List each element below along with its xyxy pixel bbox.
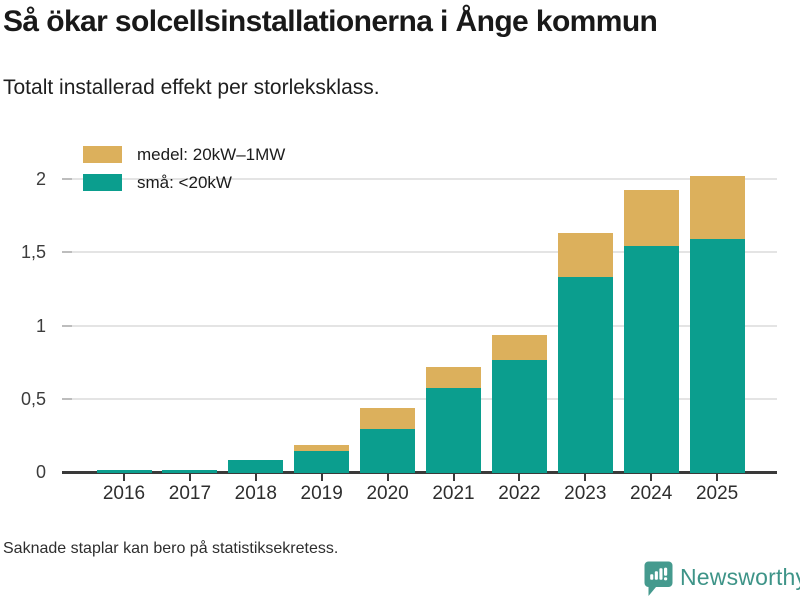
x-axis-label-2021: 2021 [432,483,475,504]
bar-medel-2024 [623,190,679,246]
gridline-1,5 [62,251,777,254]
x-axis-label-2017: 2017 [168,483,212,504]
gridline-2 [62,178,777,180]
x-axis-label-2019: 2019 [300,483,343,504]
chart-subtitle: Totalt installerad effekt per storlekskl… [3,76,380,99]
x-tick-mark [386,473,389,481]
footnote: Saknade staplar kan bero på statistiksek… [3,540,339,557]
legend-label-sma: små: <20kW [137,172,232,192]
x-axis-label-2018: 2018 [234,483,277,504]
x-tick-mark [123,473,125,481]
bar-sma-2023 [557,277,613,473]
legend: medel: 20kW–1MW små: <20kW [83,144,286,202]
bar-sma-2018 [228,460,284,473]
bar-medel-2025 [689,176,745,239]
bar-medel-2019 [294,445,350,451]
newsworthy-bubble-icon [644,561,673,596]
x-axis-label-2016: 2016 [102,483,146,504]
gridline-1 [62,324,777,327]
legend-item-sma: små: <20kW [83,172,285,192]
bar-sma-2017 [162,470,218,473]
x-tick-mark [584,473,587,481]
x-tick-mark [188,473,191,481]
legend-label-medel: medel: 20kW–1MW [137,144,286,164]
x-tick-mark [518,473,521,481]
x-tick-mark [716,473,719,481]
y-axis-label: 0,5 [20,388,46,409]
y-tick-mark [62,251,72,254]
y-axis-label: 1,5 [20,242,46,263]
bar-medel-2023 [557,233,613,277]
y-tick-mark [62,397,72,400]
x-tick-mark [452,473,455,481]
x-axis-label-2023: 2023 [564,483,607,504]
y-axis-label: 1 [35,315,46,336]
x-axis-label-2024: 2024 [630,483,673,504]
y-tick-mark [62,324,72,327]
brand-logo: Newsworthy [644,561,800,597]
bar-medel-2021 [426,367,481,388]
bar-sma-2020 [360,429,416,473]
bar-sma-2019 [294,451,350,473]
x-axis-label-2020: 2020 [366,483,409,504]
legend-item-medel: medel: 20kW–1MW [83,144,286,164]
brand-name: Newsworthy [680,564,800,590]
bar-sma-2025 [689,239,745,473]
bar-sma-2022 [491,360,547,473]
chart-title: Så ökar solcellsinstallationerna i Ånge … [3,5,658,38]
x-tick-mark [650,473,653,481]
bar-medel-2022 [491,335,547,360]
bar-sma-2016 [96,470,152,473]
bar-sma-2021 [426,388,481,473]
x-axis-line [62,471,777,474]
gridline-0,5 [62,397,777,400]
x-tick-mark [320,473,323,481]
legend-swatch-medel [83,146,122,163]
bar-medel-2020 [360,408,416,429]
bar-sma-2024 [623,246,679,473]
y-tick-mark [62,178,72,180]
y-axis-label: 2 [35,169,46,189]
y-axis-label: 0 [35,462,46,482]
x-axis-label-2022: 2022 [498,483,541,504]
legend-swatch-sma [83,174,122,191]
x-tick-mark [254,473,257,481]
x-axis-label-2025: 2025 [695,483,739,504]
